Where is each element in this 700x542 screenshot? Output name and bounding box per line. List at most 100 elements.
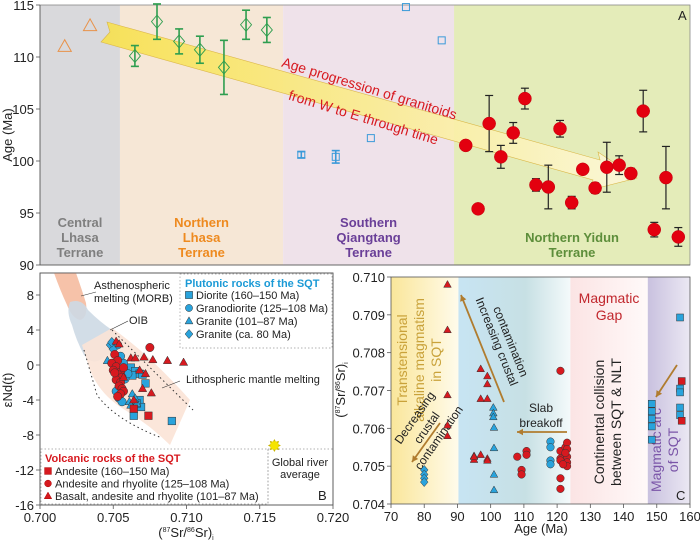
x-tick-label: 160 bbox=[679, 509, 700, 524]
legend-label: Granodiorite (125–108 Ma) bbox=[196, 303, 328, 315]
terrane-label: Lhasa bbox=[61, 230, 99, 245]
terrane-label: Northern Yidun bbox=[525, 230, 619, 245]
data-point bbox=[239, 17, 253, 32]
x-tick-label: 90 bbox=[450, 509, 464, 524]
data-point bbox=[130, 353, 140, 362]
data-point bbox=[556, 474, 565, 483]
data-point bbox=[113, 392, 123, 401]
data-point bbox=[366, 134, 375, 143]
field-lithospheric bbox=[82, 328, 190, 445]
data-point bbox=[489, 469, 499, 478]
legend-marker bbox=[44, 467, 52, 475]
data-point bbox=[588, 181, 602, 195]
data-point bbox=[129, 404, 138, 413]
data-point bbox=[556, 366, 565, 375]
data-point bbox=[141, 379, 150, 388]
data-point bbox=[129, 411, 138, 420]
legend-marker bbox=[185, 304, 193, 312]
slab-breakoff-label: breakoff bbox=[519, 416, 563, 430]
y-tick-label: 100 bbox=[12, 154, 34, 169]
data-point bbox=[459, 138, 473, 153]
data-point bbox=[564, 195, 579, 210]
terrane-region bbox=[40, 5, 120, 265]
x-tick-label: 0.705 bbox=[97, 510, 130, 525]
data-point bbox=[114, 339, 124, 348]
stage-band bbox=[458, 277, 571, 504]
terrane-label: Terrane bbox=[549, 245, 596, 260]
y-tick-label: -12 bbox=[15, 463, 34, 478]
magmatic-arc-arrow-head bbox=[656, 390, 663, 397]
terrane-label: Terrane bbox=[178, 245, 225, 260]
data-point bbox=[671, 230, 686, 244]
legend-label: Diorite (160–150 Ma) bbox=[196, 290, 299, 302]
panel-c: Transtensional alkaline magmatism in SQT Co… bbox=[333, 270, 700, 536]
data-point bbox=[476, 364, 485, 372]
plot-frame bbox=[39, 272, 334, 506]
x-tick-label: 0.720 bbox=[317, 510, 350, 525]
x-tick-label: 80 bbox=[417, 509, 431, 524]
river-star-core bbox=[270, 441, 279, 450]
data-point bbox=[489, 412, 498, 421]
data-point bbox=[137, 383, 148, 392]
y-tick-label: 95 bbox=[20, 206, 34, 221]
y-tick-label: -4 bbox=[22, 393, 34, 408]
data-point bbox=[119, 363, 128, 373]
panel-c-x-label: Age (Ma) bbox=[514, 521, 567, 536]
data-point bbox=[483, 455, 492, 464]
y-tick-label: 105 bbox=[12, 102, 34, 117]
data-point bbox=[483, 371, 492, 380]
data-point bbox=[600, 160, 614, 174]
panel-b-label: B bbox=[318, 488, 327, 503]
slab-breakoff-arrow-head bbox=[517, 428, 523, 436]
data-point bbox=[648, 422, 656, 431]
x-tick-label: 150 bbox=[646, 509, 668, 524]
data-point bbox=[260, 22, 273, 38]
data-point bbox=[217, 60, 231, 75]
legend-label: Andesite (160–150 Ma) bbox=[55, 466, 169, 478]
panel-a-y-label: Age (Ma) bbox=[0, 108, 15, 161]
legend-label: Basalt, andesite and rhyolite (101–87 Ma… bbox=[55, 491, 259, 503]
data-point bbox=[648, 407, 656, 416]
panel-b: Asthenospheric melting (MORB) OIB Lithos… bbox=[0, 272, 350, 542]
x-tick-label: 70 bbox=[384, 509, 398, 524]
data-point bbox=[118, 372, 129, 381]
data-point bbox=[82, 17, 98, 32]
panel-b-marks bbox=[102, 336, 189, 426]
data-point bbox=[437, 36, 446, 45]
data-point bbox=[401, 3, 410, 12]
legend-marker bbox=[184, 328, 194, 340]
data-point bbox=[522, 450, 531, 459]
y-tick-label: -8 bbox=[22, 428, 34, 443]
data-point bbox=[612, 158, 626, 172]
legend-plutonic-box bbox=[179, 273, 333, 349]
data-point bbox=[546, 443, 555, 452]
data-point bbox=[443, 325, 452, 334]
data-point bbox=[676, 403, 684, 412]
legend-volcanic-title: Volcanic rocks of the SQT bbox=[45, 453, 181, 465]
data-point bbox=[443, 390, 452, 399]
data-point bbox=[162, 355, 173, 364]
data-point bbox=[676, 313, 684, 322]
data-point bbox=[559, 460, 568, 469]
legend-marker bbox=[44, 479, 52, 488]
river-label-2: average bbox=[280, 469, 320, 481]
x-tick-label: 0.715 bbox=[243, 510, 276, 525]
data-point bbox=[420, 477, 429, 487]
decreasing-contamination-arrow bbox=[411, 422, 441, 463]
label-lithospheric: Lithospheric mantle melting bbox=[186, 374, 320, 386]
x-tick-label: 0.710 bbox=[170, 510, 203, 525]
data-point bbox=[648, 399, 656, 408]
label-morb-1: Asthenospheric bbox=[94, 280, 170, 292]
y-tick-label: 0.707 bbox=[352, 384, 385, 399]
stage-band bbox=[570, 277, 648, 504]
river-label-1: Global river bbox=[272, 457, 329, 469]
increasing-contamination-arrow bbox=[460, 294, 505, 403]
data-point bbox=[443, 280, 452, 288]
panel-b-x-label: (87Sr/86Sr)i bbox=[158, 525, 214, 542]
band-label: between SQT & NLT bbox=[608, 358, 624, 486]
data-point bbox=[471, 202, 485, 216]
band-label: alkaline magmatism bbox=[411, 298, 427, 422]
data-point bbox=[150, 14, 164, 29]
data-point bbox=[145, 343, 155, 352]
